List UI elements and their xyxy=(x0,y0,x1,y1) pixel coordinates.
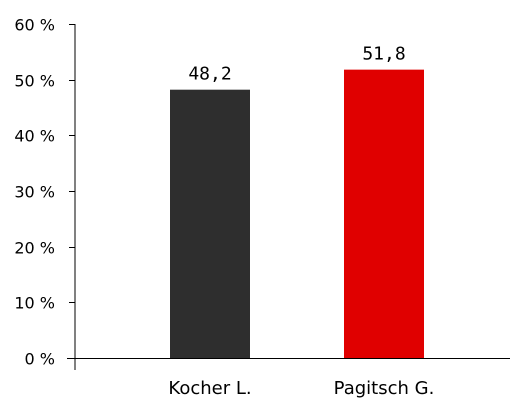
x-category-label: Pagitsch G. xyxy=(334,378,435,398)
y-tick-label: 20 % xyxy=(14,239,55,258)
y-tick-label: 50 % xyxy=(14,72,55,91)
y-tick-label: 40 % xyxy=(14,127,55,146)
y-tick-label: 0 % xyxy=(25,350,55,369)
y-axis: 0 % 10 % 20 % 30 % 40 % 50 % 60 % xyxy=(14,16,76,370)
x-axis: Kocher L. Pagitsch G. xyxy=(67,358,510,398)
bars: 48,2 51,8 xyxy=(170,44,424,358)
data-label: 48,2 xyxy=(188,64,231,85)
y-tick-label: 60 % xyxy=(14,16,55,35)
bar xyxy=(344,69,424,358)
y-tick-label: 10 % xyxy=(14,294,55,313)
x-category-label: Kocher L. xyxy=(168,378,251,398)
bar xyxy=(170,89,250,358)
y-tick-label: 30 % xyxy=(14,183,55,202)
data-label: 51,8 xyxy=(362,44,405,65)
